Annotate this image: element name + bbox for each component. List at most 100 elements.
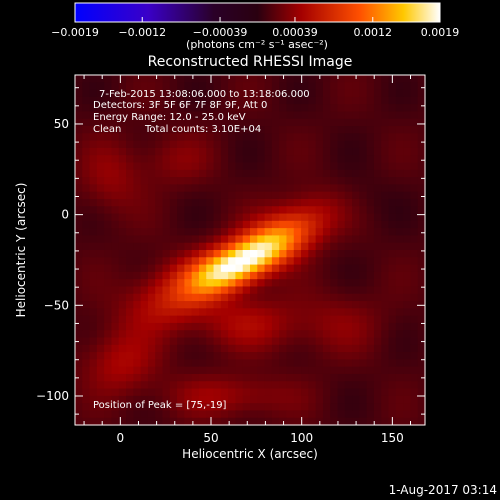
heatmap-cell	[344, 133, 353, 142]
heatmap-cell	[381, 96, 390, 105]
heatmap-cell	[118, 403, 127, 412]
heatmap-cell	[133, 213, 142, 222]
heatmap-cell	[191, 184, 200, 193]
heatmap-cell	[279, 235, 288, 244]
heatmap-cell	[352, 191, 360, 200]
heatmap-cell	[388, 301, 397, 309]
heatmap-cell	[111, 147, 120, 156]
heatmap-cell	[155, 133, 164, 142]
heatmap-cell	[126, 381, 134, 390]
heatmap-cell	[395, 206, 404, 215]
colorbar-unit-label: (photons cm⁻² s⁻¹ asec⁻²)	[186, 38, 328, 51]
heatmap-cell	[366, 228, 375, 237]
heatmap-cell	[395, 403, 404, 412]
heatmap-cell	[337, 155, 346, 164]
heatmap-cell	[96, 286, 105, 295]
heatmap-cell	[96, 104, 105, 113]
heatmap-cell	[89, 250, 98, 258]
heatmap-cell	[337, 308, 346, 317]
heatmap-cell	[403, 395, 412, 404]
heatmap-cell	[330, 82, 339, 91]
heatmap-cell	[220, 271, 229, 280]
heatmap-cell	[242, 235, 251, 244]
heatmap-cell	[220, 184, 229, 193]
heatmap-cell	[162, 220, 171, 229]
heatmap-cell	[111, 75, 120, 83]
heatmap-cell	[133, 162, 142, 171]
heatmap-cell	[147, 235, 156, 244]
heatmap-cell	[75, 169, 83, 178]
heatmap-cell	[235, 75, 244, 83]
heatmap-cell	[242, 228, 251, 237]
heatmap-cell	[344, 293, 353, 302]
heatmap-cell	[177, 191, 185, 200]
heatmap-cell	[177, 162, 185, 171]
heatmap-cell	[220, 286, 229, 295]
heatmap-cell	[198, 228, 207, 237]
heatmap-cell	[155, 337, 164, 346]
heatmap-cell	[96, 118, 105, 127]
heatmap-cell	[315, 366, 324, 375]
heatmap-cell	[162, 75, 171, 83]
heatmap-cell	[381, 89, 390, 98]
heatmap-cell	[118, 250, 127, 258]
heatmap-cell	[279, 373, 288, 382]
heatmap-cell	[286, 75, 295, 83]
heatmap-cell	[293, 359, 302, 368]
heatmap-cell	[308, 352, 317, 360]
heatmap-cell	[264, 228, 273, 237]
heatmap-cell	[235, 228, 244, 237]
heatmap-cell	[118, 126, 127, 134]
heatmap-cell	[373, 410, 382, 419]
heatmap-cell	[228, 250, 237, 258]
heatmap-cell	[220, 315, 229, 324]
heatmap-cell	[177, 184, 185, 193]
heatmap-cell	[286, 344, 295, 353]
heatmap-cell	[322, 206, 331, 215]
heatmap-cell	[308, 235, 317, 244]
heatmap-cell	[118, 337, 127, 346]
heatmap-cell	[359, 315, 368, 324]
y-axis-tick-label: 0	[61, 208, 69, 222]
heatmap-cell	[344, 82, 353, 91]
heatmap-cell	[198, 417, 207, 426]
heatmap-cell	[75, 155, 83, 164]
heatmap-cell	[279, 388, 288, 397]
heatmap-cell	[271, 96, 280, 105]
heatmap-cell	[104, 264, 113, 273]
heatmap-cell	[286, 381, 295, 390]
heatmap-cell	[89, 198, 98, 207]
heatmap-cell	[250, 366, 258, 375]
heatmap-cell	[213, 220, 222, 229]
heatmap-cell	[322, 111, 331, 120]
heatmap-cell	[104, 279, 113, 288]
heatmap-cell	[381, 191, 390, 200]
heatmap-cell	[96, 198, 105, 207]
heatmap-cell	[359, 133, 368, 142]
heatmap-cell	[388, 410, 397, 419]
heatmap-cell	[373, 250, 382, 258]
heatmap-cell	[337, 177, 346, 185]
heatmap-cell	[271, 403, 280, 412]
heatmap-cell	[111, 198, 120, 207]
heatmap-cell	[271, 126, 280, 134]
heatmap-cell	[82, 104, 91, 113]
heatmap-cell	[228, 293, 237, 302]
heatmap-cell	[293, 301, 302, 309]
heatmap-cell	[410, 126, 419, 134]
heatmap-cell	[373, 89, 382, 98]
heatmap-cell	[366, 206, 375, 215]
heatmap-cell	[301, 213, 309, 222]
heatmap-cell	[111, 111, 120, 120]
heatmap-cell	[293, 191, 302, 200]
heatmap-cell	[147, 118, 156, 127]
heatmap-cell	[155, 75, 164, 83]
heatmap-cell	[395, 301, 404, 309]
heatmap-cell	[213, 403, 222, 412]
heatmap-cell	[330, 366, 339, 375]
heatmap-cell	[250, 322, 258, 331]
heatmap-cell	[133, 250, 142, 258]
heatmap-cell	[235, 381, 244, 390]
heatmap-cell	[228, 352, 237, 360]
heatmap-cell	[279, 293, 288, 302]
